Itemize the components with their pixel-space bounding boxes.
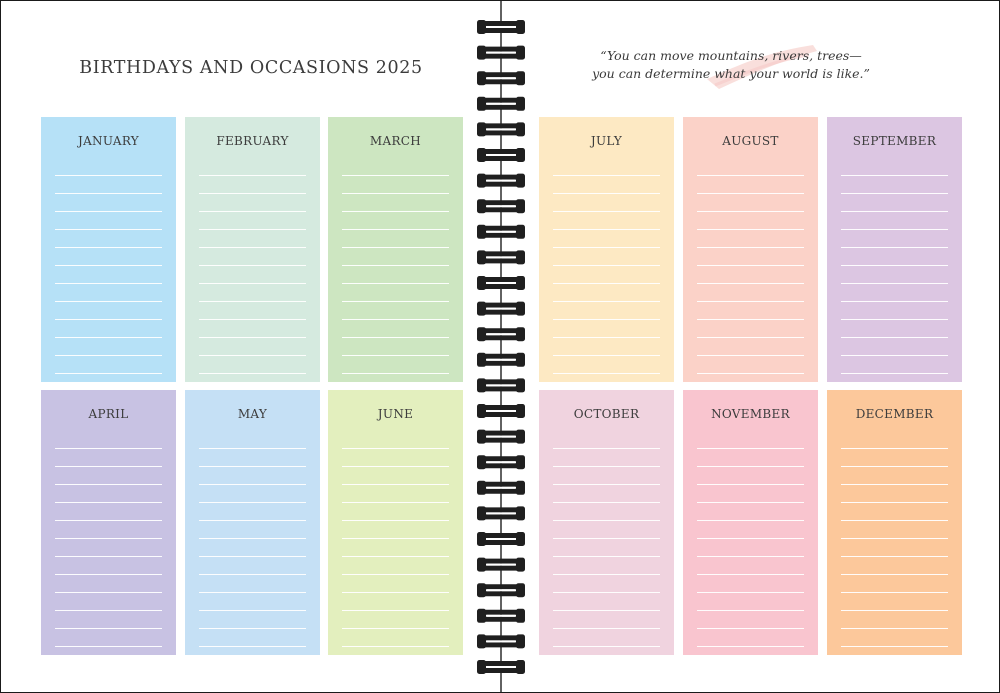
page-title: BIRTHDAYS AND OCCASIONS 2025 <box>79 58 423 78</box>
spiral-ring <box>477 532 525 546</box>
month-name: MAY <box>237 407 268 421</box>
month-name: OCTOBER <box>573 407 640 421</box>
spiral-ring <box>477 634 525 649</box>
spiral-ring <box>477 378 525 393</box>
spiral-ring <box>477 250 525 265</box>
writing-lines[interactable] <box>841 431 948 647</box>
spiral-ring <box>477 20 525 34</box>
writing-lines[interactable] <box>553 431 660 647</box>
spiral-ring <box>477 660 525 674</box>
month-box-december: DECEMBER <box>827 390 962 655</box>
spiral-ring <box>477 455 525 470</box>
writing-lines[interactable] <box>697 431 804 647</box>
spiral-ring <box>477 583 525 598</box>
month-box-april: APRIL <box>41 390 176 655</box>
spiral-ring <box>477 224 525 239</box>
spiral-binding-icon <box>469 1 533 692</box>
month-name: MARCH <box>369 134 422 148</box>
month-name: DECEMBER <box>855 407 934 421</box>
spiral-ring <box>477 506 525 521</box>
spiral-ring <box>477 429 525 444</box>
spiral-ring <box>477 199 525 214</box>
spiral-ring <box>477 71 525 86</box>
spiral-ring <box>477 173 525 188</box>
writing-lines[interactable] <box>342 158 449 374</box>
writing-lines[interactable] <box>342 431 449 647</box>
writing-lines[interactable] <box>553 158 660 374</box>
month-name: JUNE <box>377 407 414 421</box>
spiral-ring <box>477 352 525 367</box>
writing-lines[interactable] <box>199 431 306 647</box>
writing-lines[interactable] <box>55 431 162 647</box>
spiral-ring <box>477 276 525 290</box>
spiral-ring <box>477 404 525 418</box>
month-box-january: JANUARY <box>41 117 176 382</box>
month-name: AUGUST <box>722 134 779 148</box>
month-box-september: SEPTEMBER <box>827 117 962 382</box>
quote-line-2: you can determine what your world is lik… <box>592 66 870 81</box>
writing-lines[interactable] <box>841 158 948 374</box>
month-name: APRIL <box>88 407 129 421</box>
month-box-october: OCTOBER <box>539 390 674 655</box>
month-box-june: JUNE <box>328 390 463 655</box>
spiral-ring <box>477 608 525 623</box>
month-name: JULY <box>590 134 623 148</box>
month-box-march: MARCH <box>328 117 463 382</box>
spiral-ring <box>477 96 525 111</box>
quote-line-1: “You can move mountains, rivers, trees— <box>600 48 862 63</box>
month-box-may: MAY <box>185 390 320 655</box>
month-box-july: JULY <box>539 117 674 382</box>
month-name: JANUARY <box>77 134 140 148</box>
month-name: NOVEMBER <box>711 407 790 421</box>
inspirational-quote: “You can move mountains, rivers, trees— … <box>561 47 901 87</box>
spiral-ring <box>477 327 525 342</box>
spiral-ring <box>477 45 525 60</box>
writing-lines[interactable] <box>55 158 162 374</box>
month-box-august: AUGUST <box>683 117 818 382</box>
spiral-ring <box>477 122 525 137</box>
spiral-ring <box>477 480 525 495</box>
spiral-ring <box>477 557 525 572</box>
month-name: FEBRUARY <box>216 134 289 148</box>
spiral-ring <box>477 148 525 162</box>
month-box-february: FEBRUARY <box>185 117 320 382</box>
writing-lines[interactable] <box>697 158 804 374</box>
month-name: SEPTEMBER <box>852 134 937 148</box>
spiral-ring <box>477 301 525 316</box>
writing-lines[interactable] <box>199 158 306 374</box>
month-box-november: NOVEMBER <box>683 390 818 655</box>
